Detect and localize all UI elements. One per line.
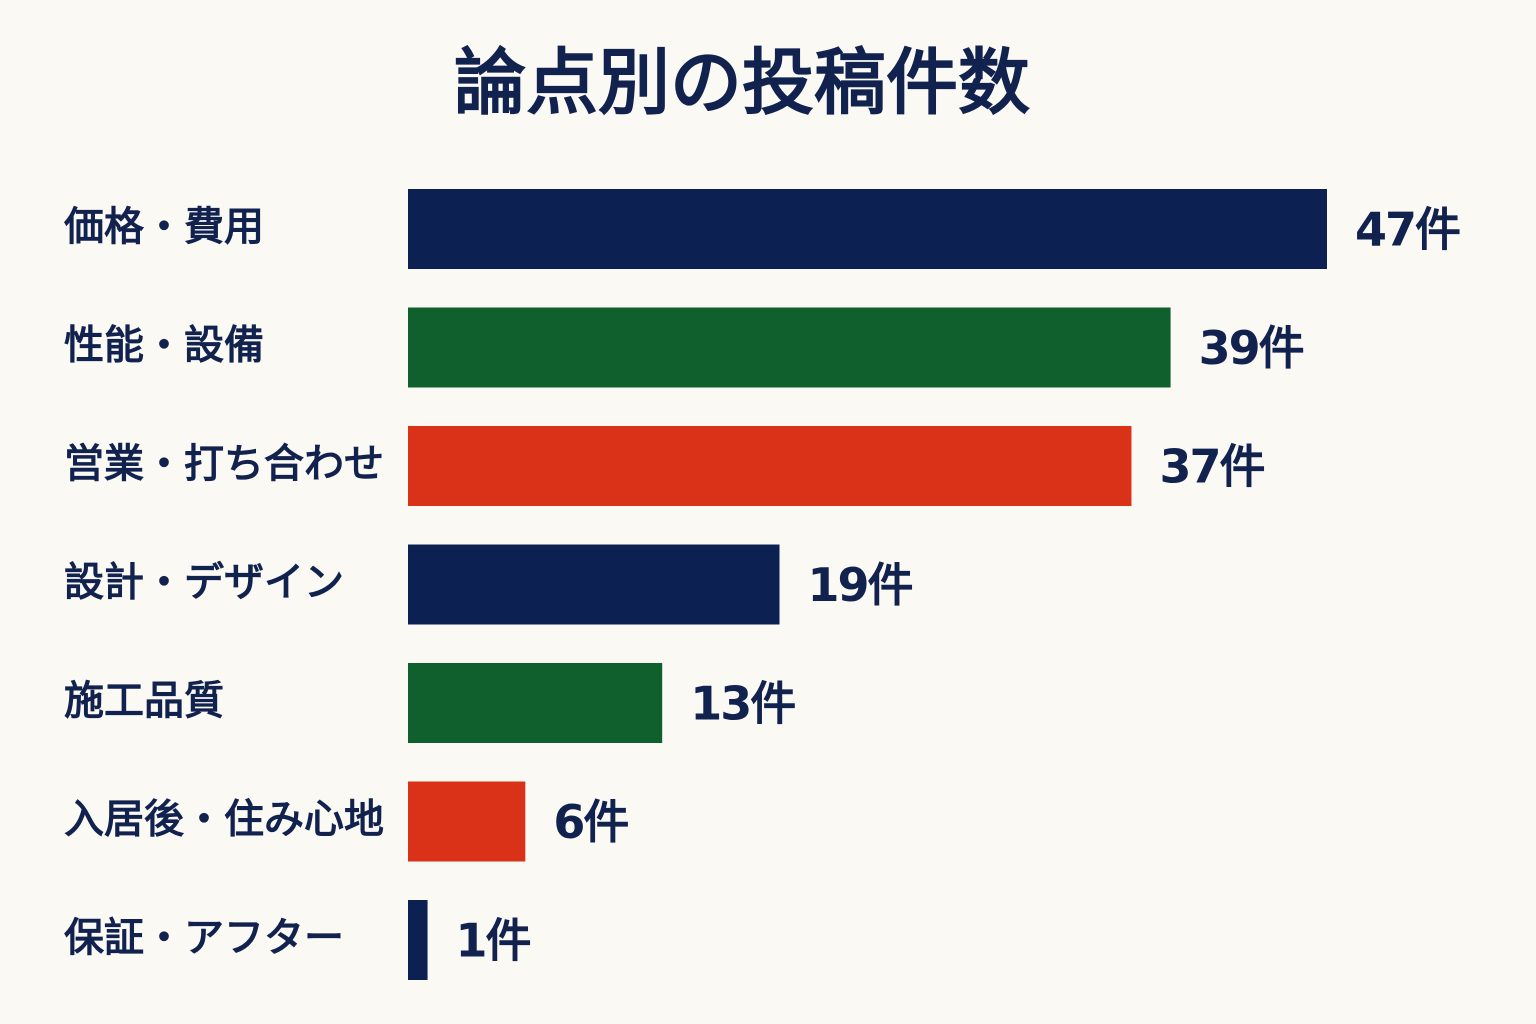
value-label: 19件: [808, 558, 913, 612]
category-label: 保証・アフター: [64, 915, 344, 961]
category-label: 入居後・住み心地: [64, 797, 384, 843]
category-label: 設計・デザイン: [64, 560, 344, 606]
bar: [408, 544, 780, 625]
category-label: 施工品質: [64, 678, 224, 724]
value-label: 47件: [1355, 203, 1460, 257]
chart-title: 論点別の投稿件数: [454, 41, 1030, 125]
value-label: 13件: [690, 677, 795, 731]
category-label: 性能・設備: [64, 323, 264, 369]
value-label: 6件: [553, 795, 628, 849]
value-label: 1件: [456, 914, 531, 968]
bar: [408, 426, 1132, 506]
value-label: 39件: [1199, 321, 1304, 375]
bar: [408, 900, 428, 980]
bar: [408, 781, 526, 862]
category-label: 価格・費用: [63, 204, 264, 250]
value-label: 37件: [1159, 440, 1264, 494]
bar: [408, 663, 663, 743]
bar: [408, 307, 1171, 388]
bar: [408, 189, 1327, 269]
category-label: 営業・打ち合わせ: [64, 441, 384, 487]
